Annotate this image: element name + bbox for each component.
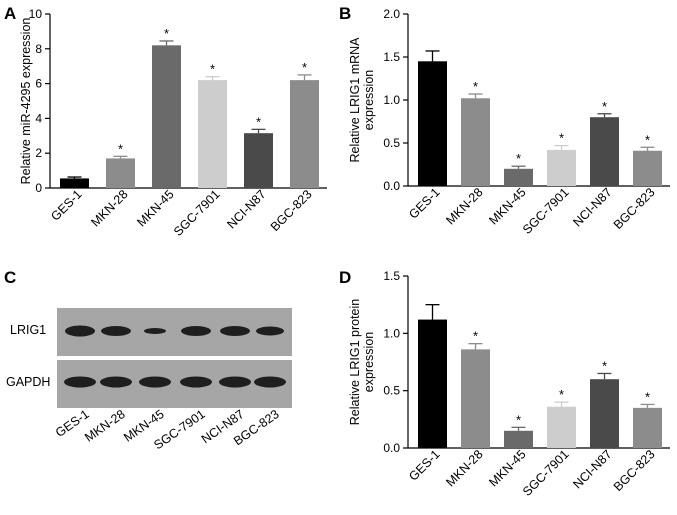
gapdh-band [139, 376, 171, 388]
category-label: SGC-7901 [520, 185, 572, 237]
bar [60, 178, 89, 188]
category-label: NCI-N87 [570, 185, 614, 229]
panel-a-letter: A [4, 4, 16, 23]
bar [633, 150, 662, 186]
lrig1-band [220, 326, 250, 336]
category-label: SGC-7901 [520, 447, 572, 499]
category-label: GES-1 [406, 185, 442, 221]
y-axis-title: Relative miR-4295 expression [19, 18, 33, 185]
y-tick-label: 0.5 [383, 136, 400, 150]
gapdh-band [100, 376, 132, 388]
significance-star: * [473, 329, 478, 344]
blot-label-lrig1: LRIG1 [10, 323, 46, 337]
lrig1-band [144, 328, 166, 334]
category-label: BGC-823 [268, 187, 315, 234]
category-label: MKN-45 [486, 185, 528, 227]
category-label: NCI-N87 [570, 447, 614, 491]
y-tick-label: 1.0 [383, 93, 400, 107]
significance-star: * [645, 132, 650, 147]
y-tick-label: 1.0 [383, 326, 400, 340]
y-axis-title: Relative LRIG1 mRNA [348, 37, 362, 163]
category-label: MKN-45 [486, 447, 528, 489]
significance-star: * [559, 387, 564, 402]
bar [290, 80, 319, 188]
bar [152, 45, 181, 188]
bar [590, 117, 619, 186]
significance-star: * [473, 79, 478, 94]
category-label: GES-1 [48, 187, 84, 223]
significance-star: * [516, 151, 521, 166]
chart-b: 0.0 0.5 1.0 1.5 2.0 Relative LRIG1 mRNA expres… [348, 7, 670, 237]
significance-star: * [302, 60, 307, 75]
western-blot: LRIG1 GAPDH GES-1MKN-28MKN-45SGC-7901NCI… [6, 308, 292, 452]
significance-star: * [118, 141, 123, 156]
category-label: MKN-28 [443, 447, 485, 489]
y-axis-title: expression [362, 70, 376, 130]
y-axis-title: expression [362, 332, 376, 392]
y-tick-label: 0.5 [383, 384, 400, 398]
panel-b-letter: B [339, 4, 351, 23]
bar [198, 80, 227, 188]
bar [418, 319, 447, 448]
y-tick-label: 0.0 [383, 441, 400, 455]
panel-d-letter: D [339, 268, 351, 287]
category-label: NCI-N87 [224, 187, 268, 231]
bar [547, 149, 576, 186]
bar [504, 168, 533, 186]
y-tick-label: 8 [35, 42, 42, 56]
category-label: SGC-7901 [171, 187, 223, 239]
gapdh-band [180, 376, 212, 388]
lrig1-band [65, 325, 95, 337]
significance-star: * [645, 389, 650, 404]
blot-label-gapdh: GAPDH [6, 375, 50, 389]
y-tick-label: 0.0 [383, 179, 400, 193]
y-tick-label: 1.5 [383, 50, 400, 64]
lrig1-band [181, 326, 211, 336]
bar [633, 407, 662, 448]
bar [590, 379, 619, 448]
significance-star: * [210, 62, 215, 77]
bar [244, 133, 273, 188]
bar [461, 98, 490, 186]
category-label: BGC-823 [611, 185, 658, 232]
lrig1-band [101, 326, 131, 336]
y-tick-label: 4 [35, 111, 42, 125]
category-label: MKN-28 [88, 187, 130, 229]
bar [547, 406, 576, 448]
y-tick-label: 1.5 [383, 269, 400, 283]
blot-separator [57, 356, 292, 360]
y-tick-label: 2.0 [383, 7, 400, 21]
y-tick-label: 6 [35, 77, 42, 91]
significance-star: * [256, 114, 261, 129]
y-tick-label: 2 [35, 146, 42, 160]
blot-bands [64, 325, 286, 388]
significance-star: * [164, 26, 169, 41]
bar [461, 349, 490, 448]
significance-star: * [559, 131, 564, 146]
gapdh-band [64, 376, 96, 388]
category-label: MKN-28 [82, 407, 128, 445]
significance-star: * [516, 412, 521, 427]
category-label: MKN-28 [443, 185, 485, 227]
gapdh-band [219, 376, 251, 388]
category-label: BGC-823 [611, 447, 658, 494]
significance-star: * [602, 99, 607, 114]
y-tick-label: 0 [35, 181, 42, 195]
category-label: GES-1 [406, 447, 442, 483]
gapdh-band [254, 376, 286, 388]
category-label: MKN-45 [134, 187, 176, 229]
bar [106, 158, 135, 188]
y-axis-title: Relative LRIG1 protein [348, 299, 362, 426]
bar [418, 61, 447, 186]
lrig1-band [256, 326, 284, 336]
y-tick-label: 10 [29, 7, 43, 21]
chart-d: 0.0 0.5 1.0 1.5 Relative LRIG1 protein expres… [348, 269, 670, 499]
panel-c-letter: C [4, 268, 16, 287]
bar [504, 430, 533, 448]
significance-star: * [602, 358, 607, 373]
